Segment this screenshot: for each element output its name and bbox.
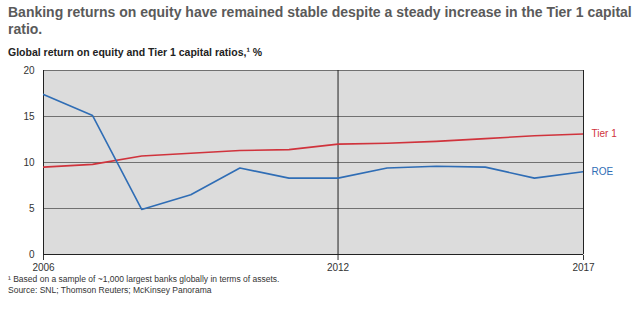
svg-text:2017: 2017	[572, 262, 595, 273]
svg-text:2012: 2012	[327, 262, 350, 273]
html-text:Source: SNL; Thomson Reuters;: Source: SNL; Thomson Reuters; McKinsey P…	[8, 285, 212, 295]
html-text:Global return on equity and Ti: Global return on equity and Tier 1 capit…	[8, 46, 263, 58]
svg-text:ROE: ROE	[592, 166, 614, 177]
html-text:Banking returns on equity have: Banking returns on equity have remained …	[8, 4, 632, 37]
svg-text:0: 0	[29, 249, 35, 260]
svg-text:2006: 2006	[32, 262, 55, 273]
svg-text:10: 10	[23, 157, 35, 168]
svg-text:5: 5	[29, 203, 35, 214]
html-text:¹ Based on a sample of ~1,000: ¹ Based on a sample of ~1,000 largest ba…	[8, 274, 280, 284]
svg-text:15: 15	[23, 111, 35, 122]
svg-text:20: 20	[23, 65, 35, 76]
svg-text:Tier 1: Tier 1	[592, 128, 618, 139]
